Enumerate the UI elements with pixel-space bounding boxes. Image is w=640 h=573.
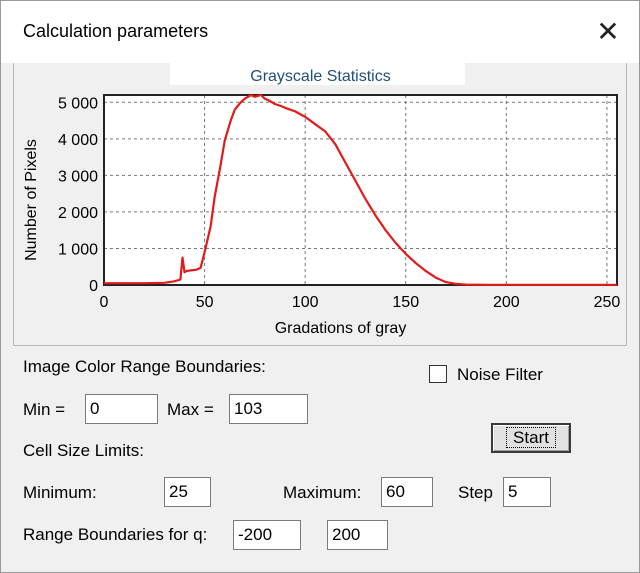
start-button[interactable]: Start: [491, 423, 571, 453]
noise-filter-checkbox[interactable]: [429, 365, 447, 383]
series-line: [104, 93, 617, 286]
min-input[interactable]: [85, 394, 158, 424]
y-tick-label: 0: [89, 278, 98, 295]
max-input[interactable]: [229, 394, 308, 424]
x-tick-label: 0: [100, 294, 109, 311]
x-tick-label: 100: [292, 294, 319, 311]
q-range-label: Range Boundaries for q:: [23, 525, 208, 544]
y-tick-label: 4 000: [58, 132, 98, 149]
close-icon[interactable]: ✕: [596, 16, 620, 47]
chart-title: Grayscale Statistics: [250, 68, 390, 85]
dialog-body: Grayscale Statistics 0 50 100 150 200 250 0 1 00…: [1, 63, 639, 572]
min-label: Min =: [23, 400, 66, 419]
start-button-label: Start: [506, 427, 556, 448]
x-tick-label: 200: [493, 294, 520, 311]
cell-size-label: Cell Size Limits:: [23, 441, 144, 460]
x-tick-label: 50: [196, 294, 214, 311]
y-tick-label: 2 000: [58, 205, 98, 222]
color-range-label: Image Color Range Boundaries:: [23, 357, 266, 376]
dialog-title: Calculation parameters: [23, 21, 209, 41]
chart-title-band: [170, 63, 465, 85]
y-axis-label: Number of Pixels: [23, 139, 40, 261]
q-max-input[interactable]: [327, 520, 388, 550]
step-label: Step: [458, 483, 493, 502]
y-tick-label: 1 000: [58, 241, 98, 258]
y-tick-label: 5 000: [58, 95, 98, 112]
maximum-input[interactable]: [381, 477, 433, 507]
plot-border: [103, 94, 618, 286]
y-tick-label: 3 000: [58, 168, 98, 185]
max-label: Max =: [167, 400, 214, 419]
minimum-input[interactable]: [164, 477, 211, 507]
grayscale-chart: Grayscale Statistics 0 50 100 150 200 250 0 1 00…: [13, 63, 627, 346]
title-bar: Calculation parameters ✕: [1, 1, 639, 63]
maximum-label: Maximum:: [283, 483, 362, 502]
minimum-label: Minimum:: [23, 483, 97, 502]
noise-filter-label: Noise Filter: [457, 365, 543, 384]
x-axis-label: Gradations of gray: [275, 320, 407, 337]
x-tick-label: 250: [594, 294, 621, 311]
step-input[interactable]: [503, 477, 551, 507]
chart-svg: Grayscale Statistics 0 50 100 150 200 250 0 1 00…: [23, 68, 621, 337]
x-tick-label: 150: [392, 294, 419, 311]
q-min-input[interactable]: [233, 520, 301, 550]
